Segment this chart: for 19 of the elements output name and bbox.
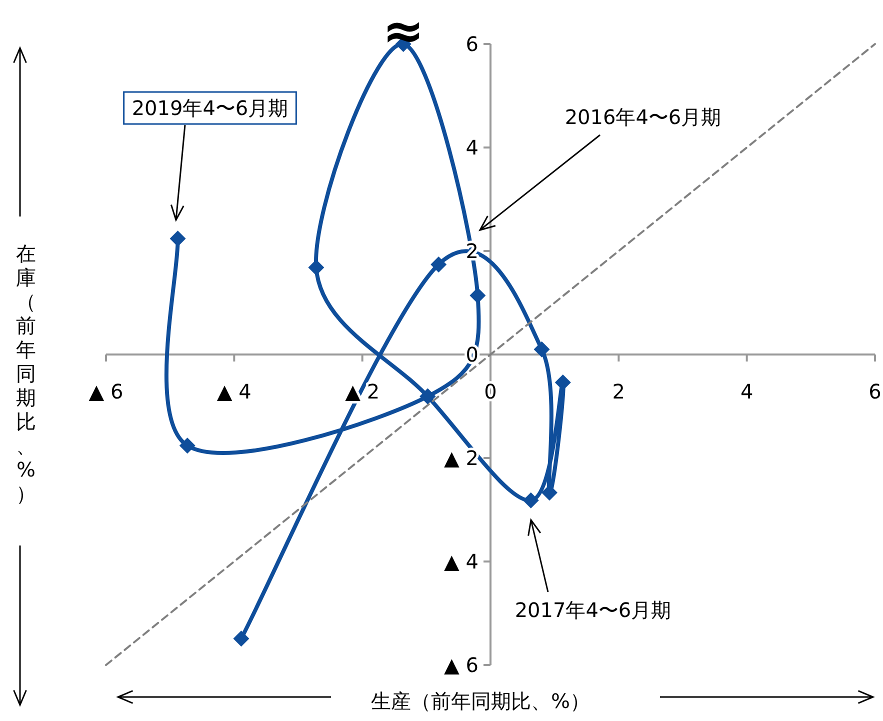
annotation: 2016年4〜6月期 [564, 105, 722, 129]
y-tick-label: 0 [466, 342, 478, 366]
y-tick-label: ▲ 6 [444, 653, 478, 677]
annotation: 2019年4〜6月期 [132, 96, 288, 120]
y-axis-title: 在庫（前年同期比、%） [16, 242, 36, 506]
annotation: 2017年4〜6月期 [514, 598, 672, 622]
x-tick-label: 6 [868, 380, 882, 404]
x-tick-label: ▲ 4 [216, 380, 252, 404]
y-tick-label: 6 [466, 32, 478, 56]
x-tick-label: ▲ 6 [88, 380, 124, 404]
y-tick-label: ▲ 2 [444, 446, 478, 470]
annotation: 2019年4〜6月期 [123, 91, 297, 125]
y-tick-label: ▲ 4 [444, 550, 478, 574]
annotation: ≈ [382, 2, 424, 60]
x-tick-label: 0 [484, 380, 497, 404]
x-tick-label: 2 [612, 380, 626, 404]
x-axis-title: 生産（前年同期比、%） [370, 689, 590, 713]
x-tick-label: 4 [740, 380, 754, 404]
y-tick-label: 4 [466, 136, 478, 160]
